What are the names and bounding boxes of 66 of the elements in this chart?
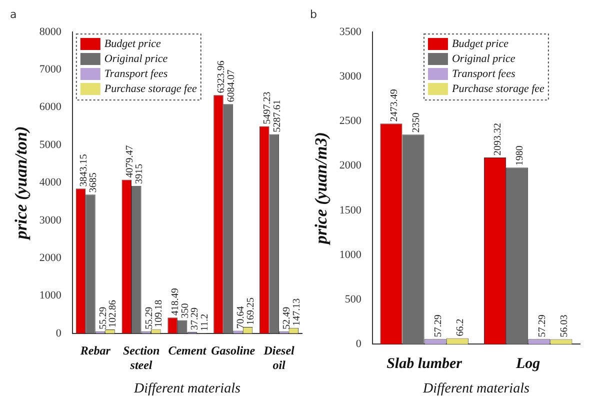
text: b xyxy=(310,8,317,21)
y-tick-label: 3000 xyxy=(39,214,62,226)
legend-label: Budget price xyxy=(452,38,509,50)
y-axis-title: price (yuan/m3) xyxy=(312,132,331,246)
data-label: 5497.23 xyxy=(262,92,274,124)
y-tick-label: 0 xyxy=(356,338,362,350)
legend-label: Budget price xyxy=(104,38,162,50)
data-label: 4079.47 xyxy=(124,145,136,178)
legend-label: Purchase storage fee xyxy=(103,82,197,95)
data-label: 2473.49 xyxy=(388,89,400,122)
legend-label: Transport fees xyxy=(104,68,168,80)
y-tick-label: 6000 xyxy=(39,101,62,114)
data-label: 3685 xyxy=(88,172,100,193)
legend-label: Original price xyxy=(104,52,168,65)
x-tick-label: Diesel oil xyxy=(262,344,296,372)
data-label: 1980 xyxy=(514,146,526,166)
data-label: 102.86 xyxy=(108,300,119,328)
data-label: 147.13 xyxy=(291,298,302,326)
y-tick-label: 4000 xyxy=(39,176,62,189)
y-tick-label: 3500 xyxy=(339,26,362,38)
data-label: 5287.61 xyxy=(272,100,283,132)
data-label: 11.2 xyxy=(199,314,210,331)
data-label: 3915 xyxy=(134,164,146,184)
data-label: 169.25 xyxy=(245,298,256,326)
y-tick-label: 5000 xyxy=(39,138,62,151)
data-label: 6084.07 xyxy=(226,70,237,102)
x-tick-label: Section steel xyxy=(122,344,160,372)
data-label: 109.18 xyxy=(154,300,165,328)
x-axis-title: Different materials xyxy=(422,381,530,396)
y-tick-label: 7000 xyxy=(39,64,62,76)
data-label: 52.49 xyxy=(282,306,293,330)
y-tick-label: 2000 xyxy=(339,160,362,172)
data-label: 70.64 xyxy=(236,306,247,329)
y-tick-label: 3000 xyxy=(339,70,362,82)
data-label: 418.49 xyxy=(170,288,182,316)
y-tick-label: 2000 xyxy=(39,252,62,264)
y-tick-label: 500 xyxy=(344,293,362,306)
y-tick-label: 2500 xyxy=(339,115,362,128)
y-tick-label: 1000 xyxy=(339,248,362,261)
data-label: 6323.96 xyxy=(216,60,228,94)
data-label: 57.29 xyxy=(432,314,444,338)
data-label: 3843.15 xyxy=(78,154,90,187)
data-label: 55.29 xyxy=(144,306,155,330)
x-tick-label: Log xyxy=(515,356,541,372)
data-label: 37.29 xyxy=(190,307,201,330)
data-label: 57.29 xyxy=(536,314,548,338)
data-label: 56.03 xyxy=(558,314,570,338)
x-tick-label: Gasoline xyxy=(211,344,256,358)
data-label: 2093.32 xyxy=(492,122,504,156)
x-tick-label: Cement xyxy=(168,344,207,358)
x-axis-title: Different materials xyxy=(132,381,241,396)
y-tick-label: 8000 xyxy=(39,26,62,38)
data-label: 66.2 xyxy=(455,318,466,336)
legend-label: Transport fees xyxy=(452,68,516,80)
y-tick-label: 0 xyxy=(56,327,62,340)
data-label: 350 xyxy=(180,303,191,318)
text: a xyxy=(10,8,17,21)
data-label: 2350 xyxy=(410,112,422,133)
legend-label: Purchase storage fee xyxy=(450,82,545,95)
x-tick-label: Slab lumber xyxy=(386,356,462,372)
data-label: 55.29 xyxy=(98,306,109,330)
legend-label: Original price xyxy=(452,52,516,65)
y-tick-label: 1500 xyxy=(339,204,362,216)
x-tick-label: Rebar xyxy=(79,344,111,358)
y-axis-title: price (yuan/ton) xyxy=(12,126,31,242)
y-tick-label: 1000 xyxy=(39,290,62,302)
